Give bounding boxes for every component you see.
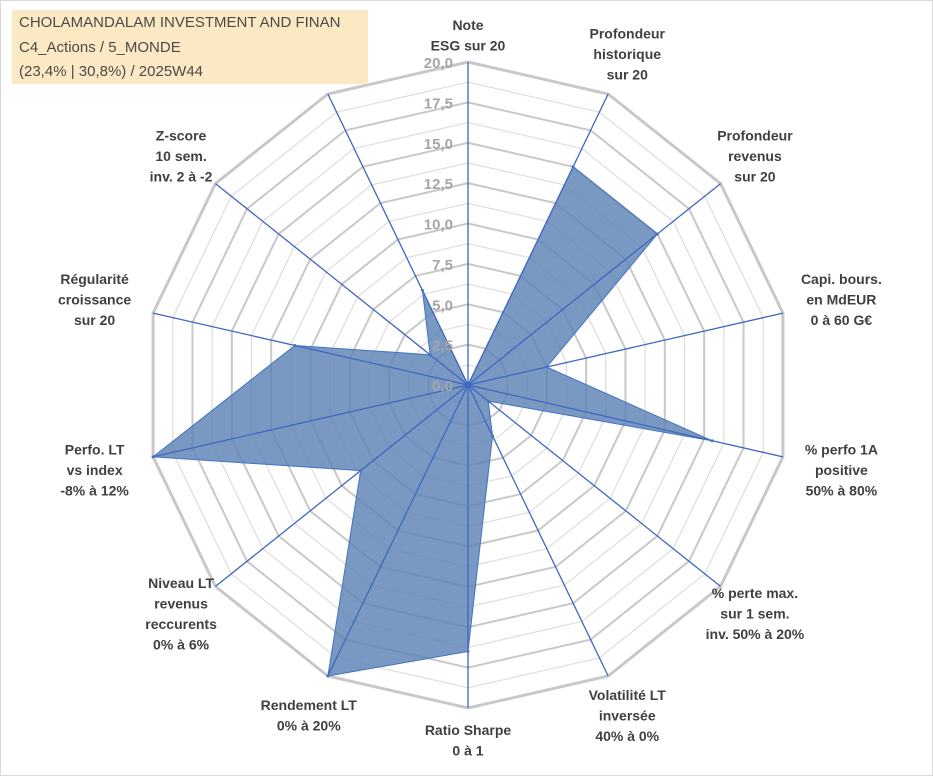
radar-axis-spoke <box>467 93 609 386</box>
chart-title: CHOLAMANDALAM INVESTMENT AND FINAN <box>19 14 341 31</box>
radar-axis-spoke <box>215 183 469 386</box>
axis-label-line: inv. 50% à 20% <box>706 626 805 642</box>
axis-label-line: sur 1 sem. <box>720 606 789 622</box>
data-point <box>326 674 330 678</box>
axis-label-line: 0 à 60 G€ <box>811 312 873 328</box>
axis-label-11: Perfo. LT vs index -8% à 12% <box>60 441 129 498</box>
tick-label: 2,5 <box>432 338 453 355</box>
data-point <box>420 288 424 292</box>
axis-label-9: Rendement LT 0% à 20% <box>261 697 358 734</box>
axis-label-line: vs index <box>67 462 123 478</box>
tick-label: 0,0 <box>432 378 453 395</box>
radar-axis-spoke <box>467 384 609 677</box>
axis-label-13: Z-score 10 sem. inv. 2 à -2 <box>150 127 213 184</box>
axis-label-line: Rendement LT <box>261 697 358 713</box>
data-point <box>359 469 363 473</box>
axis-label-4: Capi. bours. en MdEUR 0 à 60 G€ <box>801 271 882 328</box>
radar-axis-spoke <box>152 384 469 458</box>
radar-axis-spoke <box>467 384 784 458</box>
axis-label-line: Niveau LT <box>148 575 214 591</box>
axis-label-5: % perfo 1A positive 50% à 80% <box>805 441 878 498</box>
axis-label-line: Profondeur <box>590 26 666 42</box>
axis-label-line: Volatilité LT <box>589 687 667 703</box>
axis-label-line: sur 20 <box>74 312 115 328</box>
data-point <box>491 434 495 438</box>
radar-axis-spoke <box>467 183 721 386</box>
radar-axis-spoke <box>327 93 469 386</box>
data-point <box>486 399 490 403</box>
axis-label-3: Profondeur revenus sur 20 <box>717 127 793 184</box>
axis-label-line: Capi. bours. <box>801 271 882 287</box>
axis-label-line: historique <box>593 46 661 62</box>
data-point <box>151 455 155 459</box>
axis-label-line: 40% à 0% <box>595 728 659 744</box>
data-point <box>466 383 470 387</box>
radar-spokes <box>152 62 784 708</box>
radar-axis-spoke <box>327 384 469 677</box>
axis-label-line: inv. 2 à -2 <box>150 168 213 184</box>
tick-label: 7,5 <box>432 257 453 274</box>
radar-axis-spoke <box>467 384 721 587</box>
tick-label: 15,0 <box>424 136 453 153</box>
data-point <box>293 343 297 347</box>
data-point <box>545 365 549 369</box>
axis-label-line: 0% à 20% <box>277 718 341 734</box>
axis-label-line: positive <box>815 462 868 478</box>
axis-label-line: Perfo. LT <box>65 441 125 457</box>
tick-label: 20,0 <box>424 55 453 72</box>
axis-label-line: inversée <box>599 707 656 723</box>
axis-label-line: % perte max. <box>712 585 798 601</box>
axis-label-line: ESG sur 20 <box>431 38 506 54</box>
data-point <box>571 165 575 169</box>
tick-label: 5,0 <box>432 297 453 314</box>
axis-label-line: revenus <box>154 595 208 611</box>
axis-label-line: 50% à 80% <box>806 482 878 498</box>
axis-label-line: 0% à 6% <box>153 636 210 652</box>
axis-label-line: Z-score <box>156 127 207 143</box>
axis-label-line: % perfo 1A <box>805 441 878 457</box>
chart-title-box: CHOLAMANDALAM INVESTMENT AND FINAN C4_Ac… <box>12 10 368 84</box>
data-point <box>428 353 432 357</box>
axis-label-12: Régularité croissance sur 20 <box>58 271 131 328</box>
axis-label-line: 0 à 1 <box>452 743 483 759</box>
axis-label-2: Profondeur historique sur 20 <box>590 26 666 83</box>
axis-label-line: sur 20 <box>607 67 648 83</box>
axis-label-7: Volatilité LT inversée 40% à 0% <box>589 687 667 744</box>
axis-label-line: 10 sem. <box>155 148 206 164</box>
data-point <box>655 232 659 236</box>
radial-tick-labels: 0,0 2,5 5,0 7,5 10,0 12,5 15,0 17,5 20,0 <box>424 55 453 395</box>
axis-label-8: Ratio Sharpe 0 à 1 <box>425 722 512 759</box>
tick-label: 17,5 <box>424 95 453 112</box>
data-point <box>710 439 714 443</box>
axis-label-1: Note ESG sur 20 <box>431 17 506 54</box>
tick-label: 10,0 <box>424 217 453 234</box>
axis-label-line: revenus <box>728 148 782 164</box>
axis-label-line: Régularité <box>60 271 129 287</box>
radar-axis-spoke <box>152 312 469 386</box>
axis-label-line: reccurents <box>145 616 217 632</box>
axis-label-line: Profondeur <box>717 127 793 143</box>
chart-subtitle: C4_Actions / 5_MONDE <box>19 39 181 56</box>
data-points <box>151 165 714 678</box>
axis-label-line: -8% à 12% <box>60 482 129 498</box>
data-point <box>466 649 470 653</box>
axis-label-10: Niveau LT revenus reccurents 0% à 6% <box>145 575 217 653</box>
axis-label-line: Note <box>452 17 483 33</box>
radar-axis-spoke <box>467 312 784 386</box>
axis-label-line: croissance <box>58 292 131 308</box>
tick-label: 12,5 <box>424 176 453 193</box>
axis-label-6: % perte max. sur 1 sem. inv. 50% à 20% <box>706 585 805 642</box>
axis-label-line: Ratio Sharpe <box>425 722 512 738</box>
chart-period: (23,4% | 30,8%) / 2025W44 <box>19 63 203 80</box>
axis-label-line: en MdEUR <box>806 292 876 308</box>
radar-axis-spoke <box>215 384 469 587</box>
axis-label-line: sur 20 <box>734 168 775 184</box>
